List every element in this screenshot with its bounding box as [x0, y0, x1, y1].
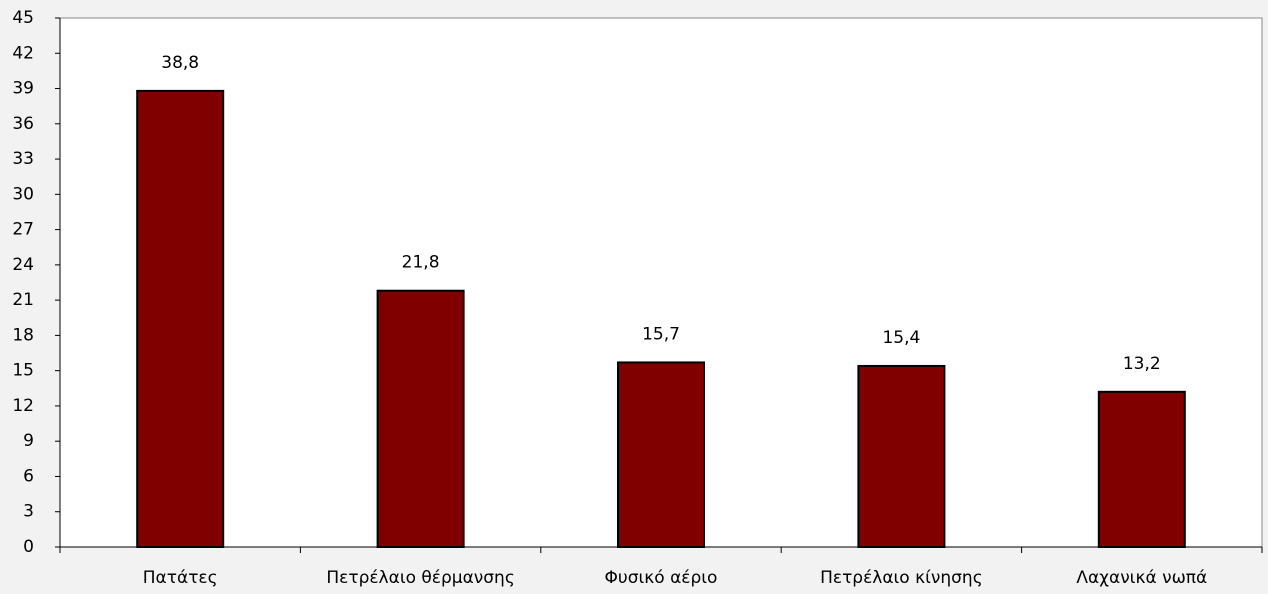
y-tick-label: 21 [12, 290, 34, 310]
y-tick-label: 30 [12, 184, 34, 204]
y-tick-label: 24 [12, 255, 34, 275]
y-tick-label: 42 [12, 43, 34, 63]
x-tick-label: Πετρέλαιο θέρμανσης [326, 568, 514, 588]
y-tick-label: 18 [12, 325, 34, 345]
y-tick-label: 0 [23, 537, 34, 557]
y-tick-label: 9 [23, 431, 34, 451]
y-tick-label: 6 [23, 466, 34, 486]
y-tick-label: 39 [12, 79, 34, 99]
y-tick-label: 3 [23, 502, 34, 522]
x-tick-label: Πατάτες [143, 568, 218, 588]
value-label: 15,7 [642, 324, 680, 344]
value-label: 13,2 [1123, 354, 1161, 374]
x-tick-label: Φυσικό αέριο [605, 568, 718, 588]
value-label: 21,8 [402, 253, 440, 273]
bar [617, 361, 705, 548]
y-tick-label: 27 [12, 220, 34, 240]
bar [136, 89, 225, 549]
y-tick-label: 33 [12, 149, 34, 169]
bar [1097, 390, 1186, 548]
value-label: 38,8 [161, 53, 199, 73]
y-tick-label: 45 [12, 8, 34, 28]
bar [857, 364, 946, 548]
y-tick-label: 12 [12, 396, 34, 416]
x-tick-label: Λαχανικά νωπά [1076, 568, 1207, 588]
value-label: 15,4 [882, 328, 920, 348]
y-tick-label: 15 [12, 361, 34, 381]
x-tick-label: Πετρέλαιο κίνησης [820, 568, 983, 588]
y-tick-label: 36 [12, 114, 34, 134]
bar [376, 289, 465, 548]
